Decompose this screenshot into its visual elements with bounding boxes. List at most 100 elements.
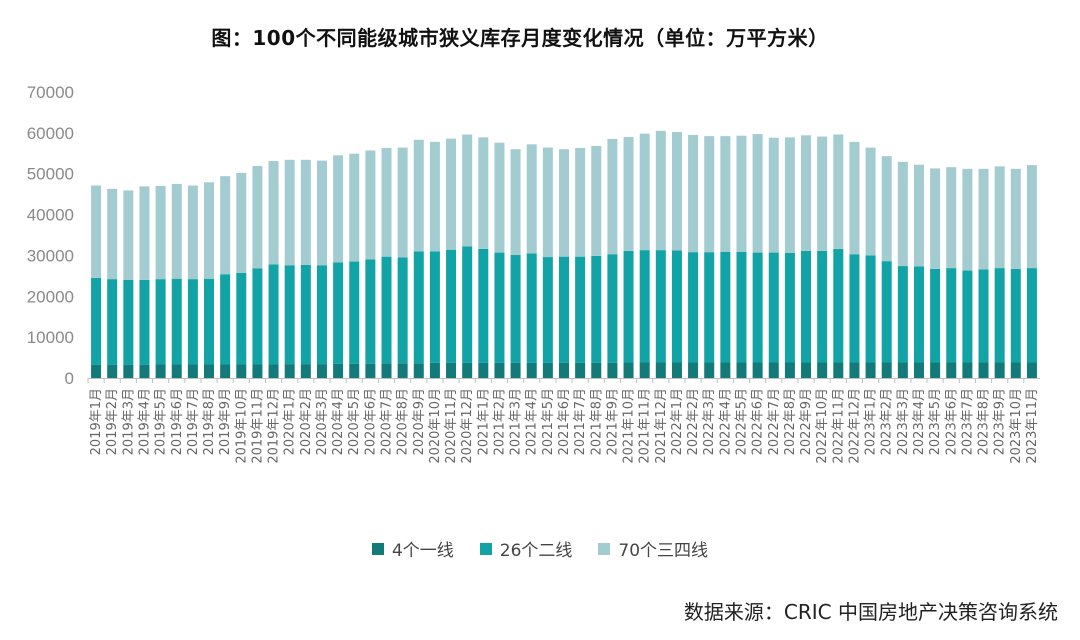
bar-segment-tier2 [171, 278, 182, 365]
bar-segment-tier1 [413, 363, 424, 378]
x-tick-label: 2020年3月 [315, 388, 330, 455]
bar-segment-tier34 [252, 165, 263, 269]
bar-segment-tier1 [107, 364, 118, 378]
bar-segment-tier34 [1026, 165, 1037, 269]
bar-segment-tier1 [252, 364, 263, 378]
bar-segment-tier34 [607, 138, 618, 255]
bar-segment-tier2 [397, 257, 408, 364]
bar-segment-tier34 [930, 168, 941, 269]
bar-segment-tier34 [817, 136, 828, 251]
bar-segment-tier2 [671, 250, 682, 363]
x-tick-label: 2019年9月 [218, 388, 233, 455]
x-tick-label: 2021年5月 [541, 388, 556, 455]
bar-segment-tier1 [349, 363, 360, 378]
source-note: 数据来源：CRIC 中国房地产决策咨询系统 [683, 600, 1058, 624]
bar-segment-tier2 [510, 255, 521, 363]
bar-segment-tier2 [962, 270, 973, 363]
y-tick-label: 0 [65, 369, 74, 388]
bar-segment-tier34 [946, 167, 957, 269]
x-tick-label: 2020年2月 [299, 388, 314, 455]
bar-segment-tier1 [752, 362, 763, 378]
bar-segment-tier2 [607, 254, 618, 363]
bar-segment-tier2 [429, 251, 440, 363]
bar-segment-tier2 [817, 250, 828, 363]
bar-segment-tier34 [849, 141, 860, 255]
bar-segment-tier1 [881, 362, 892, 378]
bar-segment-tier34 [413, 139, 424, 252]
bar-segment-tier34 [542, 147, 553, 258]
bar-segment-tier1 [671, 362, 682, 378]
bar-segment-tier2 [655, 250, 666, 363]
bar-segment-tier2 [913, 266, 924, 363]
bar-segment-tier1 [623, 362, 634, 378]
bar-segment-tier2 [542, 257, 553, 363]
x-tick-label: 2019年10月 [234, 388, 249, 464]
bar-segment-tier1 [817, 362, 828, 378]
legend: 4个一线 26个二线 70个三四线 [0, 536, 1080, 561]
x-tick-label: 2023年10月 [1009, 388, 1024, 464]
bar-segment-tier1 [510, 362, 521, 378]
bar-segment-tier2 [897, 266, 908, 363]
x-tick-label: 2020年4月 [331, 388, 346, 455]
bar-segment-tier1 [849, 362, 860, 378]
bar-segment-tier1 [268, 364, 279, 378]
bar-segment-tier1 [962, 362, 973, 378]
x-tick-label: 2022年6月 [751, 388, 766, 455]
bar-segment-tier34 [865, 147, 876, 256]
y-tick-label: 20000 [27, 287, 74, 306]
bar-segment-tier2 [316, 265, 327, 365]
bar-segment-tier1 [1026, 362, 1037, 378]
bars-group [91, 130, 1037, 378]
bar-segment-tier1 [897, 362, 908, 378]
bar-segment-tier34 [155, 185, 166, 280]
bar-segment-tier34 [768, 137, 779, 253]
x-tick-label: 2020年8月 [396, 388, 411, 455]
bar-segment-tier1 [478, 362, 489, 378]
legend-swatch-tier1 [371, 542, 384, 555]
bar-segment-tier1 [655, 362, 666, 378]
bar-segment-tier2 [946, 268, 957, 363]
bar-segment-tier2 [365, 259, 376, 364]
bar-segment-tier34 [284, 159, 295, 266]
x-tick-label: 2019年6月 [170, 388, 185, 455]
bar-segment-tier2 [978, 269, 989, 363]
x-tick-label: 2022年8月 [783, 388, 798, 455]
bar-segment-tier1 [736, 362, 747, 378]
x-tick-label: 2022年5月 [734, 388, 749, 455]
bar-segment-tier34 [913, 164, 924, 267]
bar-segment-tier1 [316, 364, 327, 378]
bar-segment-tier1 [155, 364, 166, 378]
bar-segment-tier34 [801, 135, 812, 251]
bar-segment-tier34 [639, 133, 650, 251]
bar-segment-tier1 [607, 362, 618, 378]
bar-segment-tier1 [139, 364, 150, 378]
bar-segment-tier2 [478, 248, 489, 363]
x-tick-label: 2020年10月 [428, 388, 443, 464]
bar-segment-tier1 [542, 362, 553, 378]
bar-segment-tier34 [397, 147, 408, 258]
bar-segment-tier34 [333, 155, 344, 263]
bar-segment-tier2 [333, 262, 344, 364]
bar-segment-tier1 [526, 362, 537, 378]
bar-segment-tier34 [268, 161, 279, 265]
bar-segment-tier2 [155, 279, 166, 365]
x-tick-label: 2021年4月 [525, 388, 540, 455]
bar-segment-tier2 [559, 256, 569, 363]
x-tick-label: 2020年12月 [460, 388, 475, 464]
bar-segment-tier34 [994, 166, 1005, 269]
bar-segment-tier1 [784, 362, 795, 378]
bar-segment-tier1 [91, 364, 102, 378]
bar-segment-tier34 [897, 161, 908, 267]
bar-segment-tier34 [526, 144, 537, 254]
legend-swatch-tier2 [479, 542, 492, 555]
bar-segment-tier34 [623, 136, 634, 251]
bar-segment-tier1 [123, 364, 134, 378]
x-tick-label: 2020年9月 [412, 388, 427, 455]
bar-segment-tier34 [575, 147, 586, 257]
x-tick-label: 2022年2月 [686, 388, 701, 455]
y-tick-label: 10000 [27, 328, 74, 347]
x-tick-label: 2020年7月 [380, 388, 395, 455]
bar-segment-tier1 [220, 364, 231, 378]
bar-segment-tier34 [655, 130, 666, 251]
bar-segment-tier2 [284, 265, 295, 365]
